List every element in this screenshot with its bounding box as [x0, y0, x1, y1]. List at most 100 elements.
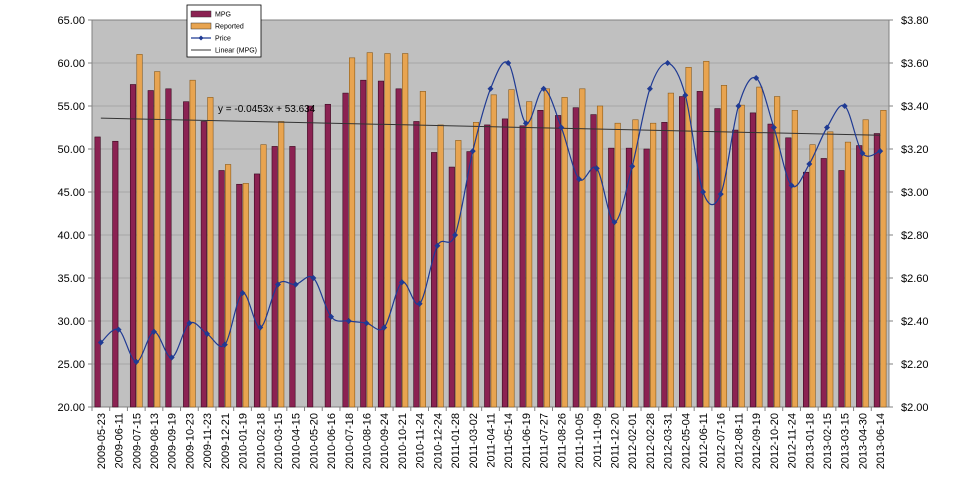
reported-bar — [703, 60, 710, 408]
mpg-bar — [537, 110, 544, 408]
reported-bar — [579, 88, 586, 408]
trendline-segment — [100, 117, 881, 136]
x-tick-label: 2010-11-24 — [415, 413, 427, 468]
reported-bar — [543, 88, 550, 408]
mpg-bar — [643, 148, 650, 408]
left-tick-label: 25.00 — [57, 359, 85, 371]
price-marker — [452, 232, 459, 238]
reported-bar — [207, 97, 214, 408]
reported-bar — [844, 141, 852, 408]
mpg-bar — [236, 183, 243, 408]
x-tick-label: 2012-10-20 — [769, 413, 781, 469]
x-tick-label: 2012-05-04 — [680, 413, 692, 469]
mpg-bar — [590, 114, 597, 408]
price-marker — [221, 341, 228, 348]
legend-label: Price — [215, 36, 231, 43]
price-marker — [841, 103, 848, 109]
price-marker — [257, 324, 264, 331]
legend-swatch — [190, 22, 212, 30]
x-tick-label: 2011-12-20 — [609, 413, 621, 468]
reported-bar — [667, 92, 674, 408]
trendline-equation: y = -0.0453x + 53.634 — [218, 104, 316, 115]
x-tick-label: 2010-01-19 — [238, 413, 250, 469]
price-marker — [576, 176, 583, 183]
x-tick-label: 2011-05-14 — [503, 413, 515, 468]
price-marker — [646, 85, 653, 92]
mpg-bar — [519, 125, 526, 408]
price-marker — [345, 318, 352, 324]
gridlines — [92, 62, 889, 365]
x-tick-label: 2013-02-15 — [822, 413, 834, 469]
price-marker — [664, 60, 671, 66]
mpg-bar — [147, 90, 154, 408]
reported-bar — [791, 110, 798, 408]
mpg-bar — [165, 88, 172, 408]
mpg-bar — [289, 146, 296, 408]
price-marker — [770, 124, 777, 131]
right-tick-label: $2.00 — [901, 402, 929, 414]
x-axis: 2009-05-23 2009-06-11 2009-07-15 2009-08-13… — [91, 407, 887, 469]
price-marker — [717, 191, 724, 198]
mpg-bar — [342, 92, 349, 408]
price-marker — [133, 358, 140, 365]
right-tick-label: $3.20 — [901, 144, 929, 156]
reported-bar — [596, 105, 604, 408]
x-tick-label: 2011-04-11 — [486, 413, 498, 468]
reported-bar — [561, 97, 568, 408]
mpg-bar — [661, 122, 668, 408]
x-tick-label: 2012-07-16 — [716, 413, 728, 469]
x-tick-label: 2011-06-19 — [521, 413, 533, 468]
mpg-bar — [466, 151, 473, 408]
reported-bar — [738, 104, 745, 408]
mpg-bar — [271, 146, 278, 408]
x-tick-label: 2010-10-21 — [397, 413, 409, 469]
x-tick-label: 2012-08-11 — [733, 413, 745, 468]
x-tick-label: 2012-03-31 — [663, 413, 675, 469]
price-marker — [434, 242, 441, 249]
price-marker — [469, 148, 476, 155]
reported-bar — [402, 53, 409, 408]
price-marker — [806, 161, 813, 168]
right-tick-label: $3.40 — [901, 101, 929, 113]
price-marker — [682, 92, 689, 99]
left-tick-label: 40.00 — [57, 230, 85, 242]
right-tick-label: $2.40 — [901, 316, 929, 328]
reported-bar — [437, 124, 444, 408]
reported-bar — [650, 122, 657, 408]
legend-marker — [198, 35, 204, 41]
x-tick-label: 2010-06-16 — [326, 413, 338, 469]
bars — [94, 52, 887, 408]
mpg-bar — [200, 121, 207, 408]
price-marker — [274, 281, 281, 288]
price-marker — [328, 313, 335, 320]
x-tick-label: 2010-07-18 — [344, 413, 356, 469]
price-marker — [593, 165, 600, 172]
reported-bar — [278, 121, 285, 408]
x-tick-label: 2010-12-24 — [432, 413, 444, 469]
mpg-bar — [377, 80, 385, 408]
x-tick-label: 2011-08-26 — [556, 413, 568, 468]
price-marker — [150, 328, 157, 335]
x-tick-label: 2010-03-15 — [273, 413, 285, 469]
mpg-bar — [360, 79, 367, 408]
mpg-bar — [448, 166, 455, 408]
x-tick-label: 2011-10-05 — [574, 413, 586, 468]
price-marker — [204, 330, 211, 337]
reported-bar — [809, 144, 816, 408]
mpg-bar — [218, 170, 225, 408]
reported-bar — [526, 101, 533, 408]
mpg-bar — [501, 118, 509, 408]
mpg-bar — [625, 147, 632, 408]
price-marker — [700, 189, 707, 195]
price-marker — [611, 219, 618, 226]
reported-bar — [419, 91, 426, 408]
price-marker — [292, 281, 299, 288]
x-tick-label: 2012-11-24 — [787, 413, 799, 468]
reported-bar — [720, 85, 728, 408]
right-tick-label: $3.60 — [901, 58, 929, 70]
mpg-bar — [679, 96, 686, 408]
price-marker — [558, 124, 565, 131]
price-marker — [398, 279, 405, 286]
x-tick-label: 2009-12-21 — [220, 413, 232, 469]
